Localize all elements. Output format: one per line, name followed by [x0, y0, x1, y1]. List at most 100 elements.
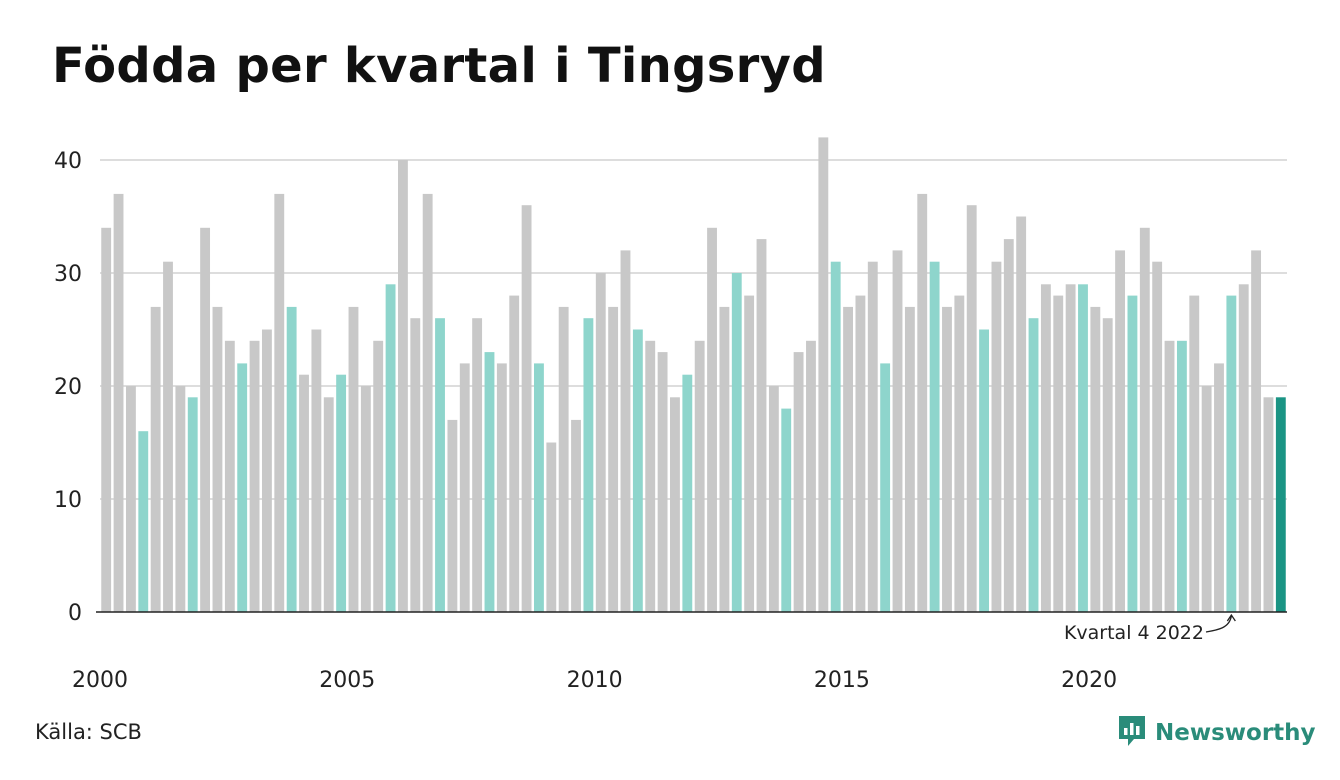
bar: [756, 239, 767, 612]
bar: [657, 352, 668, 612]
bar: [323, 397, 334, 612]
bar: [979, 329, 989, 612]
bar: [261, 329, 272, 612]
bar: [1263, 397, 1274, 612]
bar: [558, 306, 569, 612]
bar: [1053, 295, 1064, 612]
bar: [942, 306, 952, 612]
bar: [880, 363, 891, 612]
bar: [632, 329, 643, 612]
bar: [1226, 295, 1237, 612]
y-axis-ticks: 0 10 20 30 40: [54, 149, 82, 626]
x-tick-label: 2015: [814, 668, 870, 693]
bar: [163, 261, 173, 612]
bar: [336, 374, 347, 612]
bar: [892, 250, 903, 612]
bar-chart-speech-bubble-icon: [1117, 714, 1147, 752]
bar: [496, 363, 507, 612]
y-tick-label: 40: [54, 149, 82, 174]
bar: [744, 295, 755, 612]
bar: [867, 261, 878, 612]
bar: [1102, 318, 1113, 612]
bar: [360, 386, 371, 612]
x-tick-label: 2005: [319, 668, 375, 693]
bar: [447, 419, 458, 612]
bar: [410, 318, 421, 612]
bar: [917, 193, 928, 612]
bar: [546, 442, 557, 612]
bar: [1003, 239, 1014, 612]
bar: [1028, 318, 1039, 612]
bar: [237, 363, 248, 612]
y-tick-label: 10: [54, 488, 82, 513]
bar: [1251, 250, 1262, 612]
bar: [608, 306, 619, 612]
bar: [1275, 397, 1286, 612]
bar: [806, 340, 816, 612]
bar: [385, 284, 396, 612]
y-tick-label: 20: [54, 375, 82, 400]
bar: [373, 340, 384, 612]
y-tick-label: 0: [68, 601, 82, 626]
bar: [398, 160, 408, 612]
bar: [212, 306, 223, 612]
bar: [472, 318, 483, 612]
bar: [1016, 216, 1027, 612]
bar: [707, 227, 717, 613]
bar: [1115, 250, 1126, 612]
bar: [620, 250, 631, 612]
x-tick-label: 2010: [567, 668, 623, 693]
bar: [299, 374, 309, 612]
bar: [1040, 284, 1051, 612]
bar: [830, 261, 841, 612]
bar: [125, 386, 136, 612]
bar: [187, 397, 198, 612]
bar: [113, 193, 124, 612]
bar-chart: 0 10 20 30 40 2000 2005 2010 2015 2020 Kvartal 4…: [54, 137, 1287, 693]
bar: [1238, 284, 1249, 612]
bar: [595, 273, 606, 612]
brand-logo: Newsworthy: [1117, 714, 1316, 752]
grid-lines: [100, 159, 1287, 500]
bar: [818, 137, 829, 612]
bar: [534, 363, 544, 612]
bar: [731, 273, 742, 612]
bar: [274, 193, 285, 612]
bar: [583, 318, 594, 612]
bar: [1152, 261, 1163, 612]
bar: [1189, 295, 1200, 612]
bar: [249, 340, 260, 612]
bar: [101, 227, 112, 613]
bar: [645, 340, 656, 612]
bar: [1139, 227, 1150, 613]
annotation-label: Kvartal 4 2022: [1064, 622, 1204, 644]
bar: [1201, 386, 1212, 612]
bar: [682, 374, 693, 612]
bar: [459, 363, 470, 612]
x-axis-ticks: 2000 2005 2010 2015 2020: [72, 668, 1117, 693]
bar: [929, 261, 940, 612]
bar: [200, 227, 211, 613]
bar: [348, 306, 359, 612]
annotation-arrow: [1205, 613, 1236, 633]
bar: [904, 306, 915, 612]
brand-name: Newsworthy: [1155, 720, 1316, 746]
bar: [781, 408, 792, 612]
bar: [694, 340, 705, 612]
bar: [286, 306, 297, 612]
bar: [224, 340, 235, 612]
bar: [138, 431, 149, 612]
bar: [843, 306, 853, 612]
bar: [1127, 295, 1138, 612]
bar: [966, 205, 977, 612]
x-tick-label: 2020: [1061, 668, 1117, 693]
bar: [435, 318, 445, 612]
chart-title: Födda per kvartal i Tingsryd: [52, 38, 826, 94]
bar: [719, 306, 730, 612]
x-tick-label: 2000: [72, 668, 128, 693]
bar: [1065, 284, 1076, 612]
bar: [422, 193, 433, 612]
bar: [1164, 340, 1175, 612]
bar: [509, 295, 520, 612]
source-label: Källa: SCB: [35, 720, 142, 744]
